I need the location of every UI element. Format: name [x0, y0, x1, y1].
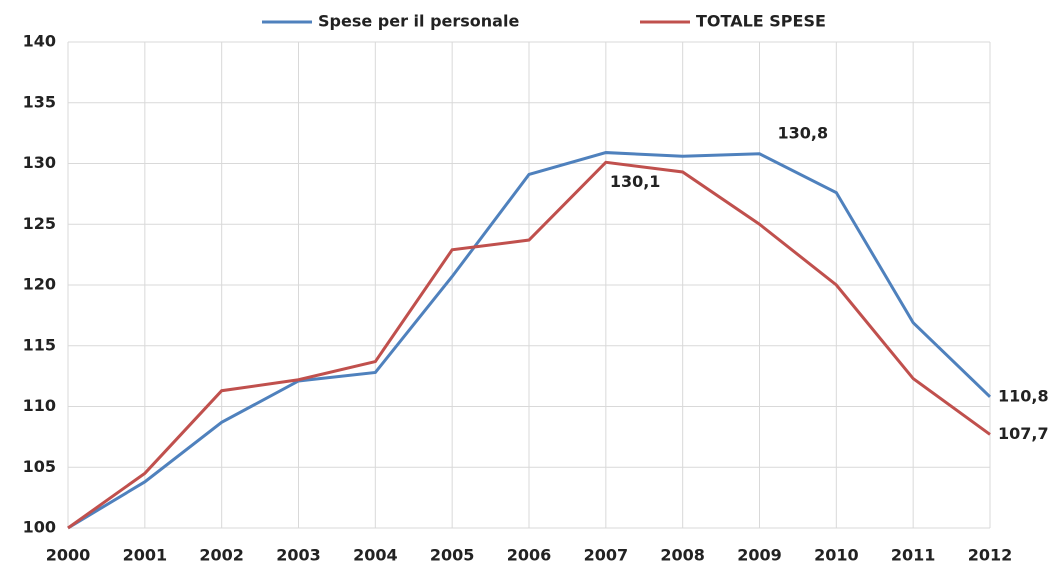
data-label: 130,1	[610, 172, 661, 191]
data-label: 110,8	[998, 386, 1049, 405]
series-line	[67, 151, 992, 530]
x-tick-label: 2012	[968, 546, 1013, 565]
y-tick-label: 140	[23, 32, 56, 51]
legend-label: TOTALE SPESE	[696, 12, 826, 31]
y-tick-label: 115	[23, 335, 56, 354]
x-tick-label: 2001	[123, 546, 168, 565]
y-tick-label: 125	[23, 214, 56, 233]
x-tick-label: 2000	[46, 546, 91, 565]
x-tick-label: 2005	[430, 546, 475, 565]
x-tick-label: 2003	[276, 546, 321, 565]
x-tick-label: 2008	[660, 546, 705, 565]
x-tick-label: 2004	[353, 546, 398, 565]
x-tick-label: 2002	[199, 546, 244, 565]
y-tick-label: 105	[23, 457, 56, 476]
y-tick-label: 120	[23, 275, 56, 294]
x-tick-label: 2006	[507, 546, 552, 565]
x-tick-label: 2011	[891, 546, 936, 565]
y-tick-label: 100	[23, 518, 56, 537]
x-tick-label: 2010	[814, 546, 859, 565]
data-label: 130,8	[778, 123, 829, 142]
x-tick-label: 2007	[584, 546, 629, 565]
series-line	[67, 160, 991, 530]
y-tick-label: 110	[23, 396, 56, 415]
y-tick-label: 135	[23, 92, 56, 111]
data-label: 107,7	[998, 424, 1049, 443]
legend-label: Spese per il personale	[318, 12, 519, 31]
x-tick-label: 2009	[737, 546, 782, 565]
y-tick-label: 130	[23, 153, 56, 172]
